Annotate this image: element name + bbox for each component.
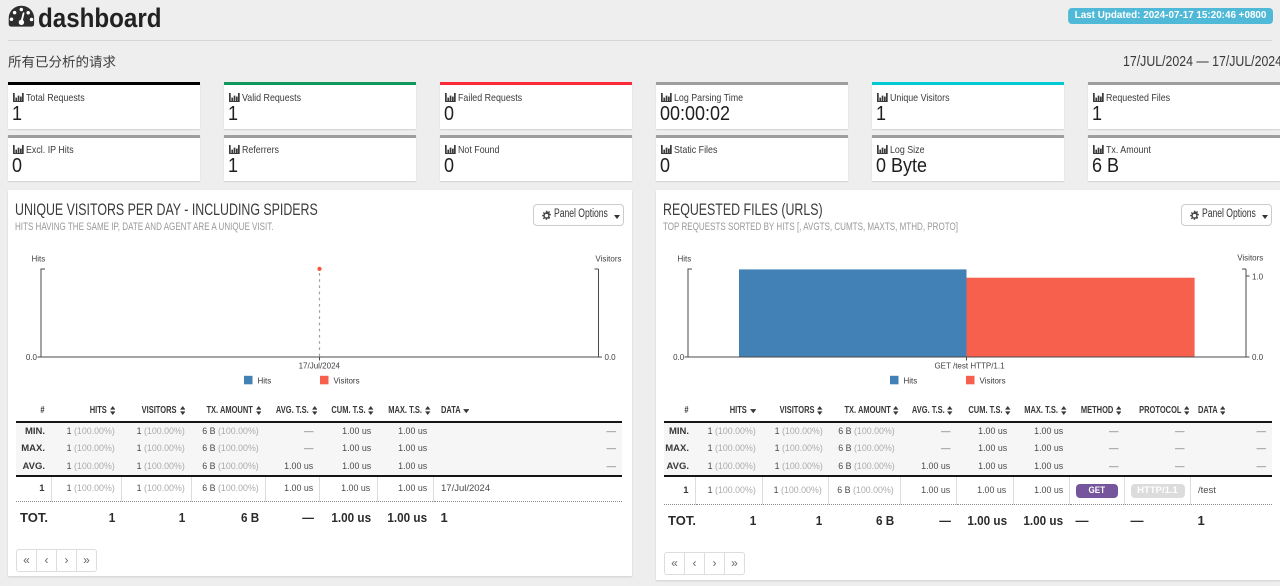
svg-text:0.0: 0.0: [605, 352, 617, 361]
svg-text:Visitors: Visitors: [980, 376, 1006, 385]
svg-text:Visitors: Visitors: [334, 376, 360, 385]
svg-text:0.0: 0.0: [673, 352, 685, 361]
svg-text:GET /test HTTP/1.1: GET /test HTTP/1.1: [934, 361, 1005, 370]
svg-text:Hits: Hits: [904, 376, 918, 385]
svg-text:17/Jul/2024: 17/Jul/2024: [299, 361, 341, 370]
svg-text:Visitors: Visitors: [1237, 253, 1263, 262]
svg-text:Hits: Hits: [258, 376, 272, 385]
svg-text:1.0: 1.0: [1252, 272, 1264, 281]
svg-text:0.0: 0.0: [26, 352, 38, 361]
svg-text:Hits: Hits: [678, 254, 692, 263]
svg-text:Visitors: Visitors: [595, 254, 621, 263]
svg-text:Hits: Hits: [32, 254, 46, 263]
svg-text:0.0: 0.0: [1252, 352, 1264, 361]
